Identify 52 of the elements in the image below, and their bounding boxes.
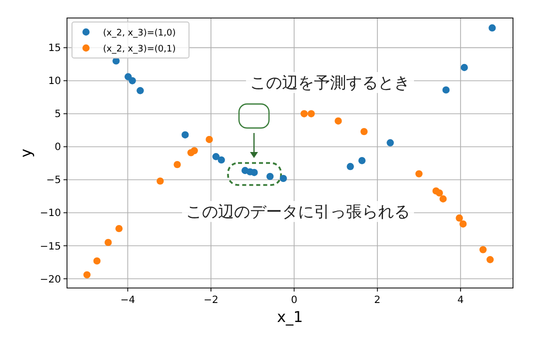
point xyxy=(456,214,463,222)
x-tick-label: 4 xyxy=(457,295,464,306)
point xyxy=(300,110,308,118)
legend-label: (x_2, x_3)=(0,1) xyxy=(103,44,176,54)
y-tick-label: 5 xyxy=(54,109,61,120)
y-tick-label: −15 xyxy=(40,241,61,252)
point xyxy=(308,110,315,118)
y-axis-title: y xyxy=(17,148,35,158)
point xyxy=(218,156,225,164)
point xyxy=(93,257,101,265)
point xyxy=(266,172,274,180)
point xyxy=(182,131,189,138)
point xyxy=(206,136,213,144)
x-tick-label: 2 xyxy=(374,295,381,306)
y-tick-label: 15 xyxy=(48,43,61,54)
point xyxy=(415,170,423,178)
y-tick-label: 10 xyxy=(48,76,61,88)
legend-label: (x_2, x_3)=(1,0) xyxy=(103,28,176,38)
point xyxy=(334,117,342,125)
point xyxy=(479,246,487,254)
point xyxy=(174,160,181,168)
point xyxy=(436,189,443,197)
y-tick-label: 0 xyxy=(54,142,61,154)
point xyxy=(486,256,494,264)
x-tick-label: 0 xyxy=(290,295,298,306)
point xyxy=(360,128,368,136)
point xyxy=(442,86,450,94)
point xyxy=(128,77,136,84)
point xyxy=(156,177,164,185)
point xyxy=(136,87,144,94)
point xyxy=(459,220,467,228)
x-tick-label: −4 xyxy=(120,295,136,306)
x-tick-label: −2 xyxy=(204,295,218,306)
point xyxy=(212,153,220,160)
point xyxy=(460,64,468,72)
point xyxy=(440,195,447,202)
y-tick-label: −10 xyxy=(40,208,61,220)
point xyxy=(386,139,394,146)
x-axis-title: x_1 xyxy=(277,308,303,326)
point xyxy=(358,156,366,164)
point xyxy=(104,238,112,246)
point xyxy=(115,224,123,232)
point xyxy=(190,147,198,154)
y-tick-label: −5 xyxy=(46,175,61,186)
point xyxy=(280,174,287,182)
point xyxy=(250,168,258,176)
point xyxy=(488,24,496,32)
annotation: この辺のデータに引っ張られる xyxy=(186,202,410,221)
annotation: この辺を予測するとき xyxy=(250,73,410,92)
point xyxy=(83,271,91,278)
point xyxy=(346,162,354,170)
y-tick-label: −20 xyxy=(40,274,61,286)
